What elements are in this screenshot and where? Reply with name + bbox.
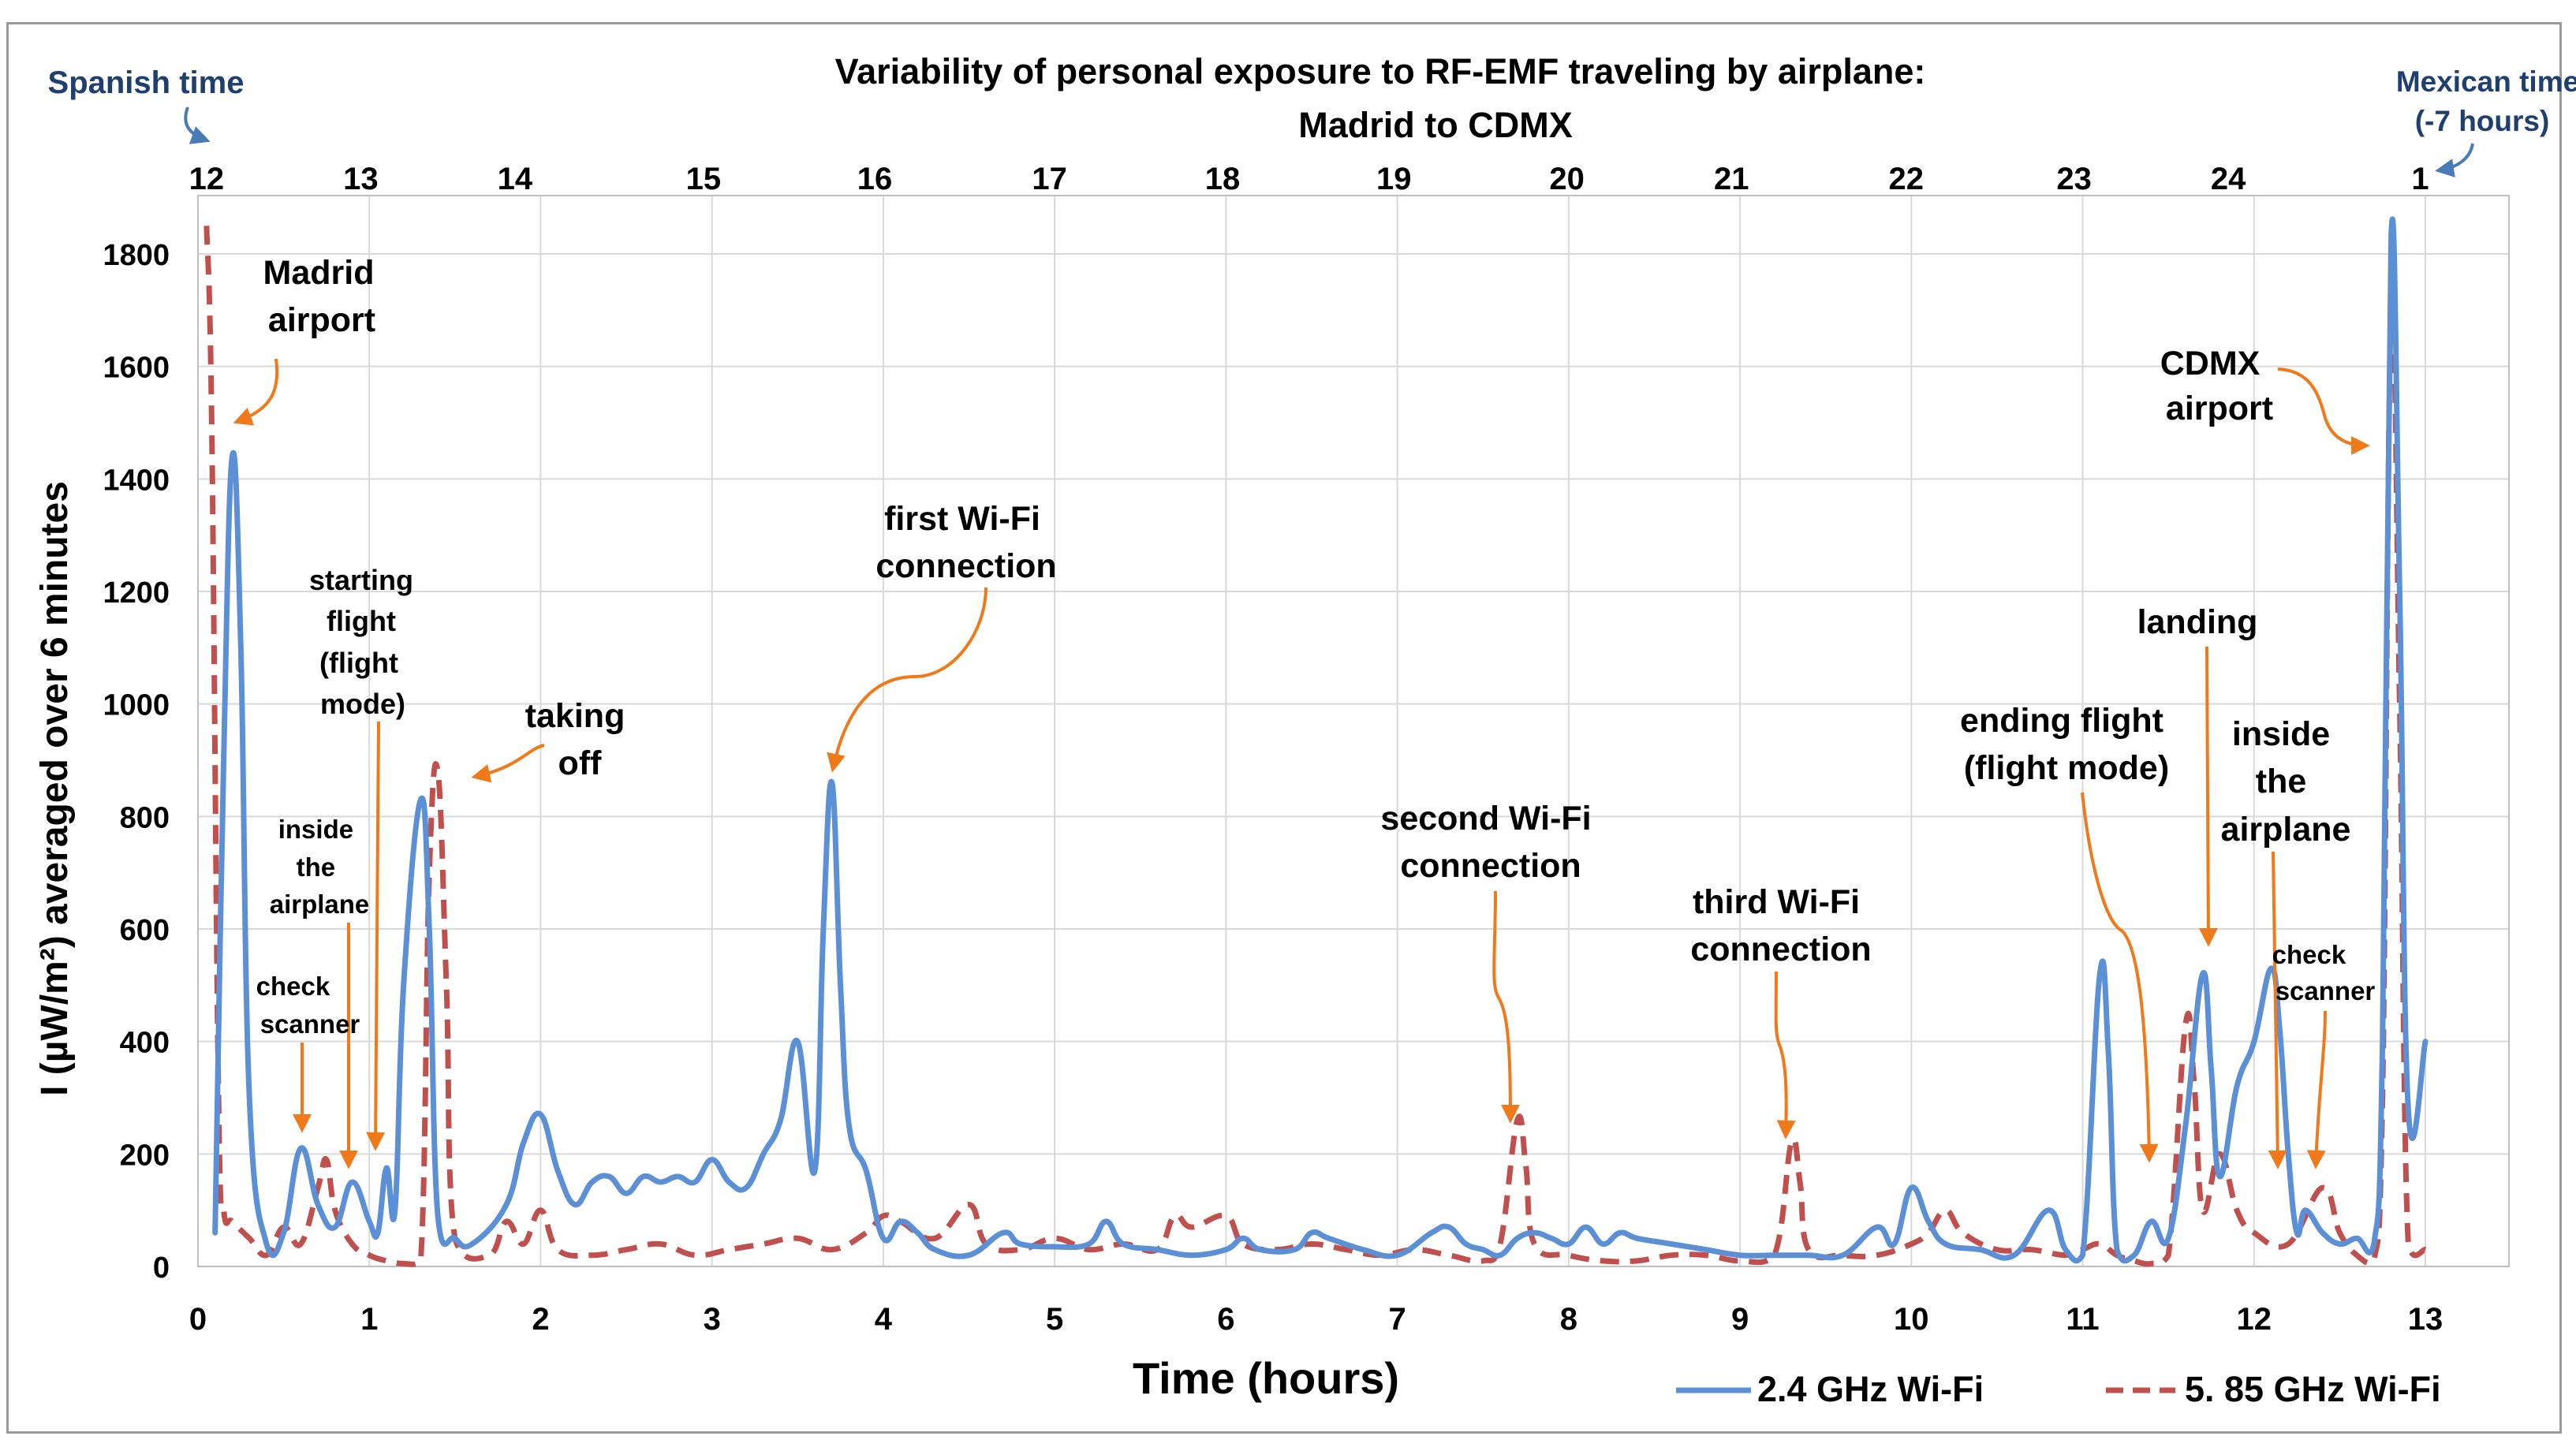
legend-label-24ghz: 2.4 GHz Wi-Fi <box>1757 1369 1984 1409</box>
legend: 2.4 GHz Wi-Fi 5. 85 GHz Wi-Fi <box>1676 1369 2441 1409</box>
chart-title-line1: Variability of personal exposure to RF-E… <box>835 51 1926 91</box>
chart-title-line2: Madrid to CDMX <box>1298 105 1572 145</box>
arrow-madrid-airport <box>233 358 279 426</box>
x-tick-label: 11 <box>2066 1302 2099 1337</box>
annotation-taking-off: taking off <box>525 697 635 782</box>
top-axis-tick-labels: 12 13 14 15 16 17 18 19 20 21 22 23 24 1 <box>189 162 2429 196</box>
top-tick-label: 21 <box>1714 162 1749 196</box>
annotation-inside-airplane-left: inside the airplane <box>270 815 370 919</box>
mexican-time-hours-label: (-7 hours) <box>2415 105 2550 137</box>
annotation-second-wifi: second Wi-Fi connection <box>1380 800 1600 885</box>
annotation-landing: landing <box>2137 603 2258 641</box>
y-tick-label: 600 <box>120 914 170 947</box>
arrow-landing <box>2198 646 2218 947</box>
top-tick-label: 17 <box>1032 162 1067 196</box>
y-tick-labels: 0 200 400 600 800 1000 1200 1400 1600 1800 <box>103 239 170 1285</box>
arrow-inside-airplane-right <box>2268 851 2287 1169</box>
annotations: Madrid airport inside the airplane start… <box>233 254 2376 1169</box>
y-tick-label: 1600 <box>103 352 170 385</box>
spanish-time-arrow <box>184 106 211 144</box>
x-tick-label: 10 <box>1894 1302 1929 1337</box>
series-line-585ghz <box>203 226 2427 1267</box>
y-tick-label: 1400 <box>103 464 170 497</box>
arrow-third-wifi <box>1774 971 1796 1140</box>
arrow-cdmx-airport <box>2277 367 2370 455</box>
top-tick-label: 23 <box>2056 162 2092 196</box>
x-axis-label: Time (hours) <box>1133 1353 1399 1403</box>
top-tick-label: 15 <box>686 162 722 196</box>
mexican-time-label: Mexican time <box>2396 65 2576 98</box>
top-tick-label: 24 <box>2211 162 2246 196</box>
top-tick-label: 20 <box>1549 162 1585 196</box>
annotation-first-wifi: first Wi-Fi connection <box>875 500 1056 585</box>
x-tick-label: 4 <box>875 1302 893 1337</box>
x-tick-label: 2 <box>532 1302 549 1337</box>
top-tick-label: 13 <box>343 162 379 196</box>
legend-label-585ghz: 5. 85 GHz Wi-Fi <box>2185 1369 2441 1409</box>
arrow-ending-flight <box>2081 792 2159 1163</box>
x-tick-label: 8 <box>1560 1302 1577 1337</box>
x-tick-label: 9 <box>1731 1302 1749 1337</box>
annotation-check-scanner-right: check scanner <box>2272 940 2376 1005</box>
annotation-check-scanner-left: check scanner <box>256 972 360 1039</box>
x-tick-label: 0 <box>189 1302 207 1337</box>
top-tick-label: 1 <box>2411 162 2429 196</box>
spanish-time-label: Spanish time <box>48 65 245 100</box>
y-tick-label: 1000 <box>103 689 170 722</box>
series-layer <box>203 216 2429 1267</box>
arrow-taking-off <box>471 744 545 783</box>
y-tick-label: 1800 <box>103 239 170 272</box>
mexican-time-arrow <box>2435 143 2474 177</box>
y-tick-label: 800 <box>120 801 170 834</box>
plot-area <box>197 195 2510 1267</box>
annotation-ending-flight: ending flight (flight mode) <box>1960 702 2173 787</box>
arrow-first-wifi <box>827 587 987 773</box>
y-tick-label: 400 <box>120 1027 170 1060</box>
x-tick-label: 5 <box>1046 1302 1063 1337</box>
x-tick-label: 13 <box>2408 1302 2443 1337</box>
y-tick-label: 0 <box>153 1251 170 1285</box>
annotation-starting-flight: starting flight (flight mode) <box>309 564 421 720</box>
annotation-madrid-airport: Madrid airport <box>263 254 384 339</box>
top-tick-label: 12 <box>189 162 225 196</box>
arrow-check-scanner-right <box>2306 1010 2327 1169</box>
annotation-inside-airplane-right: inside the airplane <box>2221 715 2351 849</box>
x-tick-label: 6 <box>1217 1302 1234 1337</box>
arrow-second-wifi <box>1492 890 1520 1124</box>
y-axis-label: I (µW/m²) averaged over 6 minutes <box>34 481 76 1096</box>
annotation-cdmx-airport: CDMX airport <box>2160 345 2273 427</box>
y-tick-label: 200 <box>120 1139 170 1172</box>
top-tick-label: 16 <box>857 162 893 196</box>
x-tick-label: 1 <box>360 1302 378 1337</box>
arrow-starting-flight <box>366 721 386 1151</box>
y-tick-label: 1200 <box>103 576 170 610</box>
annotation-third-wifi: third Wi-Fi connection <box>1690 883 1871 968</box>
x-tick-label: 12 <box>2237 1302 2272 1337</box>
top-tick-label: 22 <box>1889 162 1925 196</box>
x-tick-labels: 0 1 2 3 4 5 6 7 8 9 10 11 12 13 <box>189 1302 2443 1337</box>
top-tick-label: 14 <box>498 162 533 196</box>
x-tick-label: 3 <box>704 1302 721 1337</box>
series-line-24ghz <box>212 216 2429 1264</box>
top-tick-label: 18 <box>1205 162 1241 196</box>
x-tick-label: 7 <box>1388 1302 1406 1337</box>
top-tick-label: 19 <box>1376 162 1412 196</box>
chart-frame <box>6 22 2562 1434</box>
